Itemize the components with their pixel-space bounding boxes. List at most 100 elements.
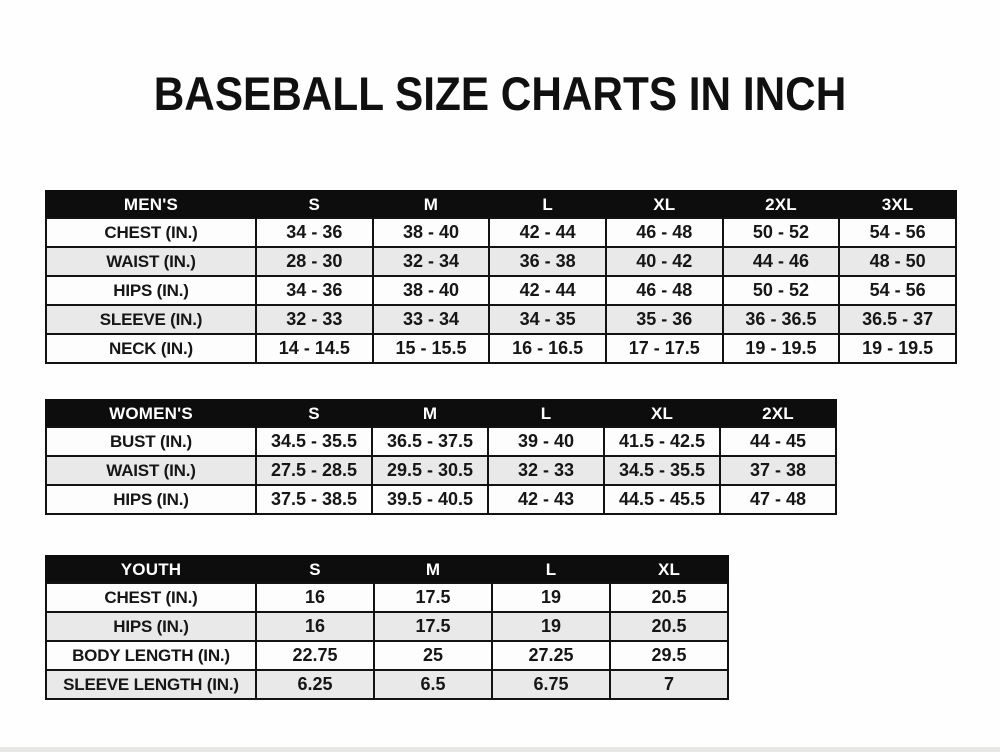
size-value-cell: 34 - 35 [488,304,607,335]
size-value-cell: 42 - 44 [488,217,607,248]
table-row: NECK (IN.) 14 - 14.5 15 - 15.5 16 - 16.5 17 … [45,333,957,364]
table-row: SLEEVE LENGTH (IN.) 6.25 6.5 6.75 7 [45,669,729,700]
table-title-mens: MEN'S [45,190,257,219]
size-value-cell: 25 [373,640,493,671]
size-value-cell: 32 - 33 [255,304,374,335]
size-value-cell: 40 - 42 [604,246,724,277]
size-column-header: L [488,190,607,219]
size-value-cell: 19 - 19.5 [721,333,841,364]
page-title: BASEBALL SIZE CHARTS IN INCH [153,67,847,120]
size-value-cell: 29.5 [609,640,729,671]
measurement-row-label: WAIST (IN.) [45,455,257,486]
size-column-header: M [371,190,491,219]
size-column-header: S [255,399,373,428]
table-row: BUST (IN.) 34.5 - 35.5 36.5 - 37.5 39 - 40 4… [45,426,837,457]
size-value-cell: 16 [255,582,375,613]
size-value-cell: 34 - 36 [255,217,374,248]
size-value-cell: 47 - 48 [719,484,837,515]
table-title-youth: YOUTH [45,555,257,584]
size-column-header: 3XL [838,190,957,219]
size-value-cell: 38 - 40 [371,275,491,306]
size-value-cell: 19 [491,582,611,613]
size-value-cell: 42 - 43 [487,484,605,515]
size-value-cell: 42 - 44 [488,275,607,306]
measurement-row-label: BODY LENGTH (IN.) [45,640,257,671]
size-value-cell: 34.5 - 35.5 [603,455,721,486]
size-column-header: S [255,555,375,584]
size-column-header: M [373,555,493,584]
size-value-cell: 6.25 [255,669,375,700]
header-row: MEN'S S M L XL 2XL 3XL [45,190,957,219]
size-value-cell: 19 - 19.5 [838,333,957,364]
size-value-cell: 7 [609,669,729,700]
size-column-header: 2XL [719,399,837,428]
table-title-womens: WOMEN'S [45,399,257,428]
size-value-cell: 17.5 [373,611,493,642]
size-value-cell: 36.5 - 37 [838,304,957,335]
size-value-cell: 37 - 38 [719,455,837,486]
size-value-cell: 17 - 17.5 [604,333,724,364]
table-row: WAIST (IN.) 28 - 30 32 - 34 36 - 38 40 - 42 4… [45,246,957,277]
size-value-cell: 6.75 [491,669,611,700]
size-value-cell: 46 - 48 [604,217,724,248]
table-row: CHEST (IN.) 34 - 36 38 - 40 42 - 44 46 - 48 5… [45,217,957,248]
size-value-cell: 44.5 - 45.5 [603,484,721,515]
table-row: HIPS (IN.) 37.5 - 38.5 39.5 - 40.5 42 - 43 4… [45,484,837,515]
measurement-row-label: SLEEVE LENGTH (IN.) [45,669,257,700]
size-value-cell: 20.5 [609,582,729,613]
size-value-cell: 54 - 56 [838,217,957,248]
size-column-header: 2XL [721,190,841,219]
page-bottom-edge [0,747,1000,752]
size-value-cell: 22.75 [255,640,375,671]
measurement-row-label: HIPS (IN.) [45,611,257,642]
size-value-cell: 39 - 40 [487,426,605,457]
size-column-header: M [371,399,489,428]
size-value-cell: 6.5 [373,669,493,700]
measurement-row-label: NECK (IN.) [45,333,257,364]
size-value-cell: 36.5 - 37.5 [371,426,489,457]
measurement-row-label: HIPS (IN.) [45,484,257,515]
size-value-cell: 15 - 15.5 [371,333,491,364]
measurement-row-label: WAIST (IN.) [45,246,257,277]
size-value-cell: 29.5 - 30.5 [371,455,489,486]
size-value-cell: 27.25 [491,640,611,671]
size-value-cell: 32 - 34 [371,246,491,277]
table-row: BODY LENGTH (IN.) 22.75 25 27.25 29.5 [45,640,729,671]
size-value-cell: 33 - 34 [371,304,491,335]
table-row: HIPS (IN.) 16 17.5 19 20.5 [45,611,729,642]
size-value-cell: 16 - 16.5 [488,333,607,364]
table-row: WAIST (IN.) 27.5 - 28.5 29.5 - 30.5 32 - 33… [45,455,837,486]
size-value-cell: 34 - 36 [255,275,374,306]
table-row: CHEST (IN.) 16 17.5 19 20.5 [45,582,729,613]
size-value-cell: 28 - 30 [255,246,374,277]
size-value-cell: 37.5 - 38.5 [255,484,373,515]
size-value-cell: 46 - 48 [604,275,724,306]
size-value-cell: 36 - 36.5 [721,304,841,335]
size-value-cell: 36 - 38 [488,246,607,277]
size-value-cell: 50 - 52 [721,275,841,306]
size-value-cell: 32 - 33 [487,455,605,486]
size-column-header: XL [609,555,729,584]
size-value-cell: 17.5 [373,582,493,613]
size-value-cell: 44 - 46 [721,246,841,277]
header-row: YOUTH S M L XL [45,555,729,584]
size-value-cell: 14 - 14.5 [255,333,374,364]
measurement-row-label: CHEST (IN.) [45,582,257,613]
size-value-cell: 27.5 - 28.5 [255,455,373,486]
size-table-mens: MEN'S S M L XL 2XL 3XL CHEST (IN.) 34 - 36 38 - 4… [45,190,957,364]
size-value-cell: 50 - 52 [721,217,841,248]
size-value-cell: 20.5 [609,611,729,642]
table-row: SLEEVE (IN.) 32 - 33 33 - 34 34 - 35 35 - 36… [45,304,957,335]
size-table-womens: WOMEN'S S M L XL 2XL BUST (IN.) 34.5 - 35.5 36.5… [45,399,837,515]
size-column-header: XL [604,190,724,219]
table-row: HIPS (IN.) 34 - 36 38 - 40 42 - 44 46 - 48 50… [45,275,957,306]
size-value-cell: 38 - 40 [371,217,491,248]
measurement-row-label: HIPS (IN.) [45,275,257,306]
size-value-cell: 48 - 50 [838,246,957,277]
size-column-header: L [491,555,611,584]
size-value-cell: 35 - 36 [604,304,724,335]
header-row: WOMEN'S S M L XL 2XL [45,399,837,428]
measurement-row-label: BUST (IN.) [45,426,257,457]
size-table-youth: YOUTH S M L XL CHEST (IN.) 16 17.5 19 20.5 HIPS (I… [45,555,729,700]
